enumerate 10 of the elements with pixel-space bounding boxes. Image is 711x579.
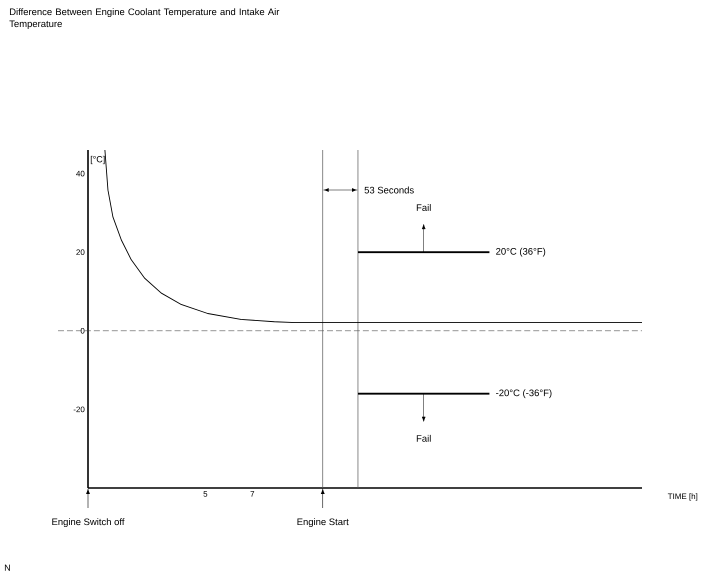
- ref-line-label: Engine Start: [297, 518, 349, 528]
- y-axis-title: [°C]: [90, 156, 105, 164]
- chart-title: Difference Between Engine Coolant Temperature and Intake Air Temperature: [9, 8, 280, 29]
- annotation: 20°C (36°F): [496, 248, 546, 257]
- annotation: Fail: [416, 434, 431, 442]
- annotation: Fail: [416, 204, 431, 211]
- ref-line-label: Engine Switch off: [52, 518, 124, 528]
- annotation: 53 Seconds: [364, 186, 414, 194]
- annotation: -20°C (-36°F): [496, 389, 552, 398]
- text: N: [4, 564, 10, 571]
